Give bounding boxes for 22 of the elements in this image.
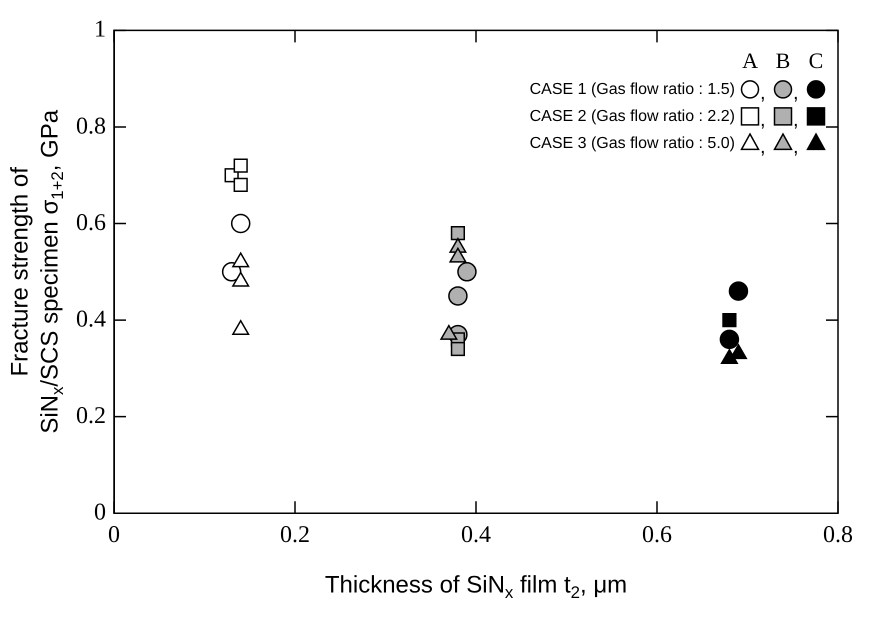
annotation: , — [793, 136, 799, 158]
y-tick-label: 0.2 — [76, 402, 106, 429]
legend-label: CASE 2 (Gas flow ratio : 2.2) — [530, 108, 735, 125]
legend-label: CASE 3 (Gas flow ratio : 5.0) — [530, 134, 735, 152]
x-tick-label: 0.2 — [280, 522, 310, 548]
x-tick-label: 0.8 — [823, 522, 853, 548]
y-tick-label: 0.8 — [76, 113, 106, 140]
annotation: A — [742, 48, 758, 74]
y-tick-label: 1 — [94, 16, 106, 43]
annotation: , — [760, 108, 766, 131]
annotation: C — [808, 48, 824, 74]
annotation: , — [760, 82, 766, 104]
annotation: , — [793, 108, 799, 131]
x-tick-label: 0.6 — [642, 522, 672, 548]
y-tick-label: 0.4 — [76, 306, 106, 332]
y-tick-label: 0 — [94, 499, 106, 526]
annotation: B — [776, 48, 790, 74]
x-tick-label: 0.4 — [461, 522, 491, 548]
y-tick-label: 0.6 — [76, 210, 106, 236]
annotation: , — [760, 136, 766, 158]
annotation: , — [793, 82, 799, 104]
legend-label: CASE 1 (Gas flow ratio : 1.5) — [530, 80, 735, 98]
